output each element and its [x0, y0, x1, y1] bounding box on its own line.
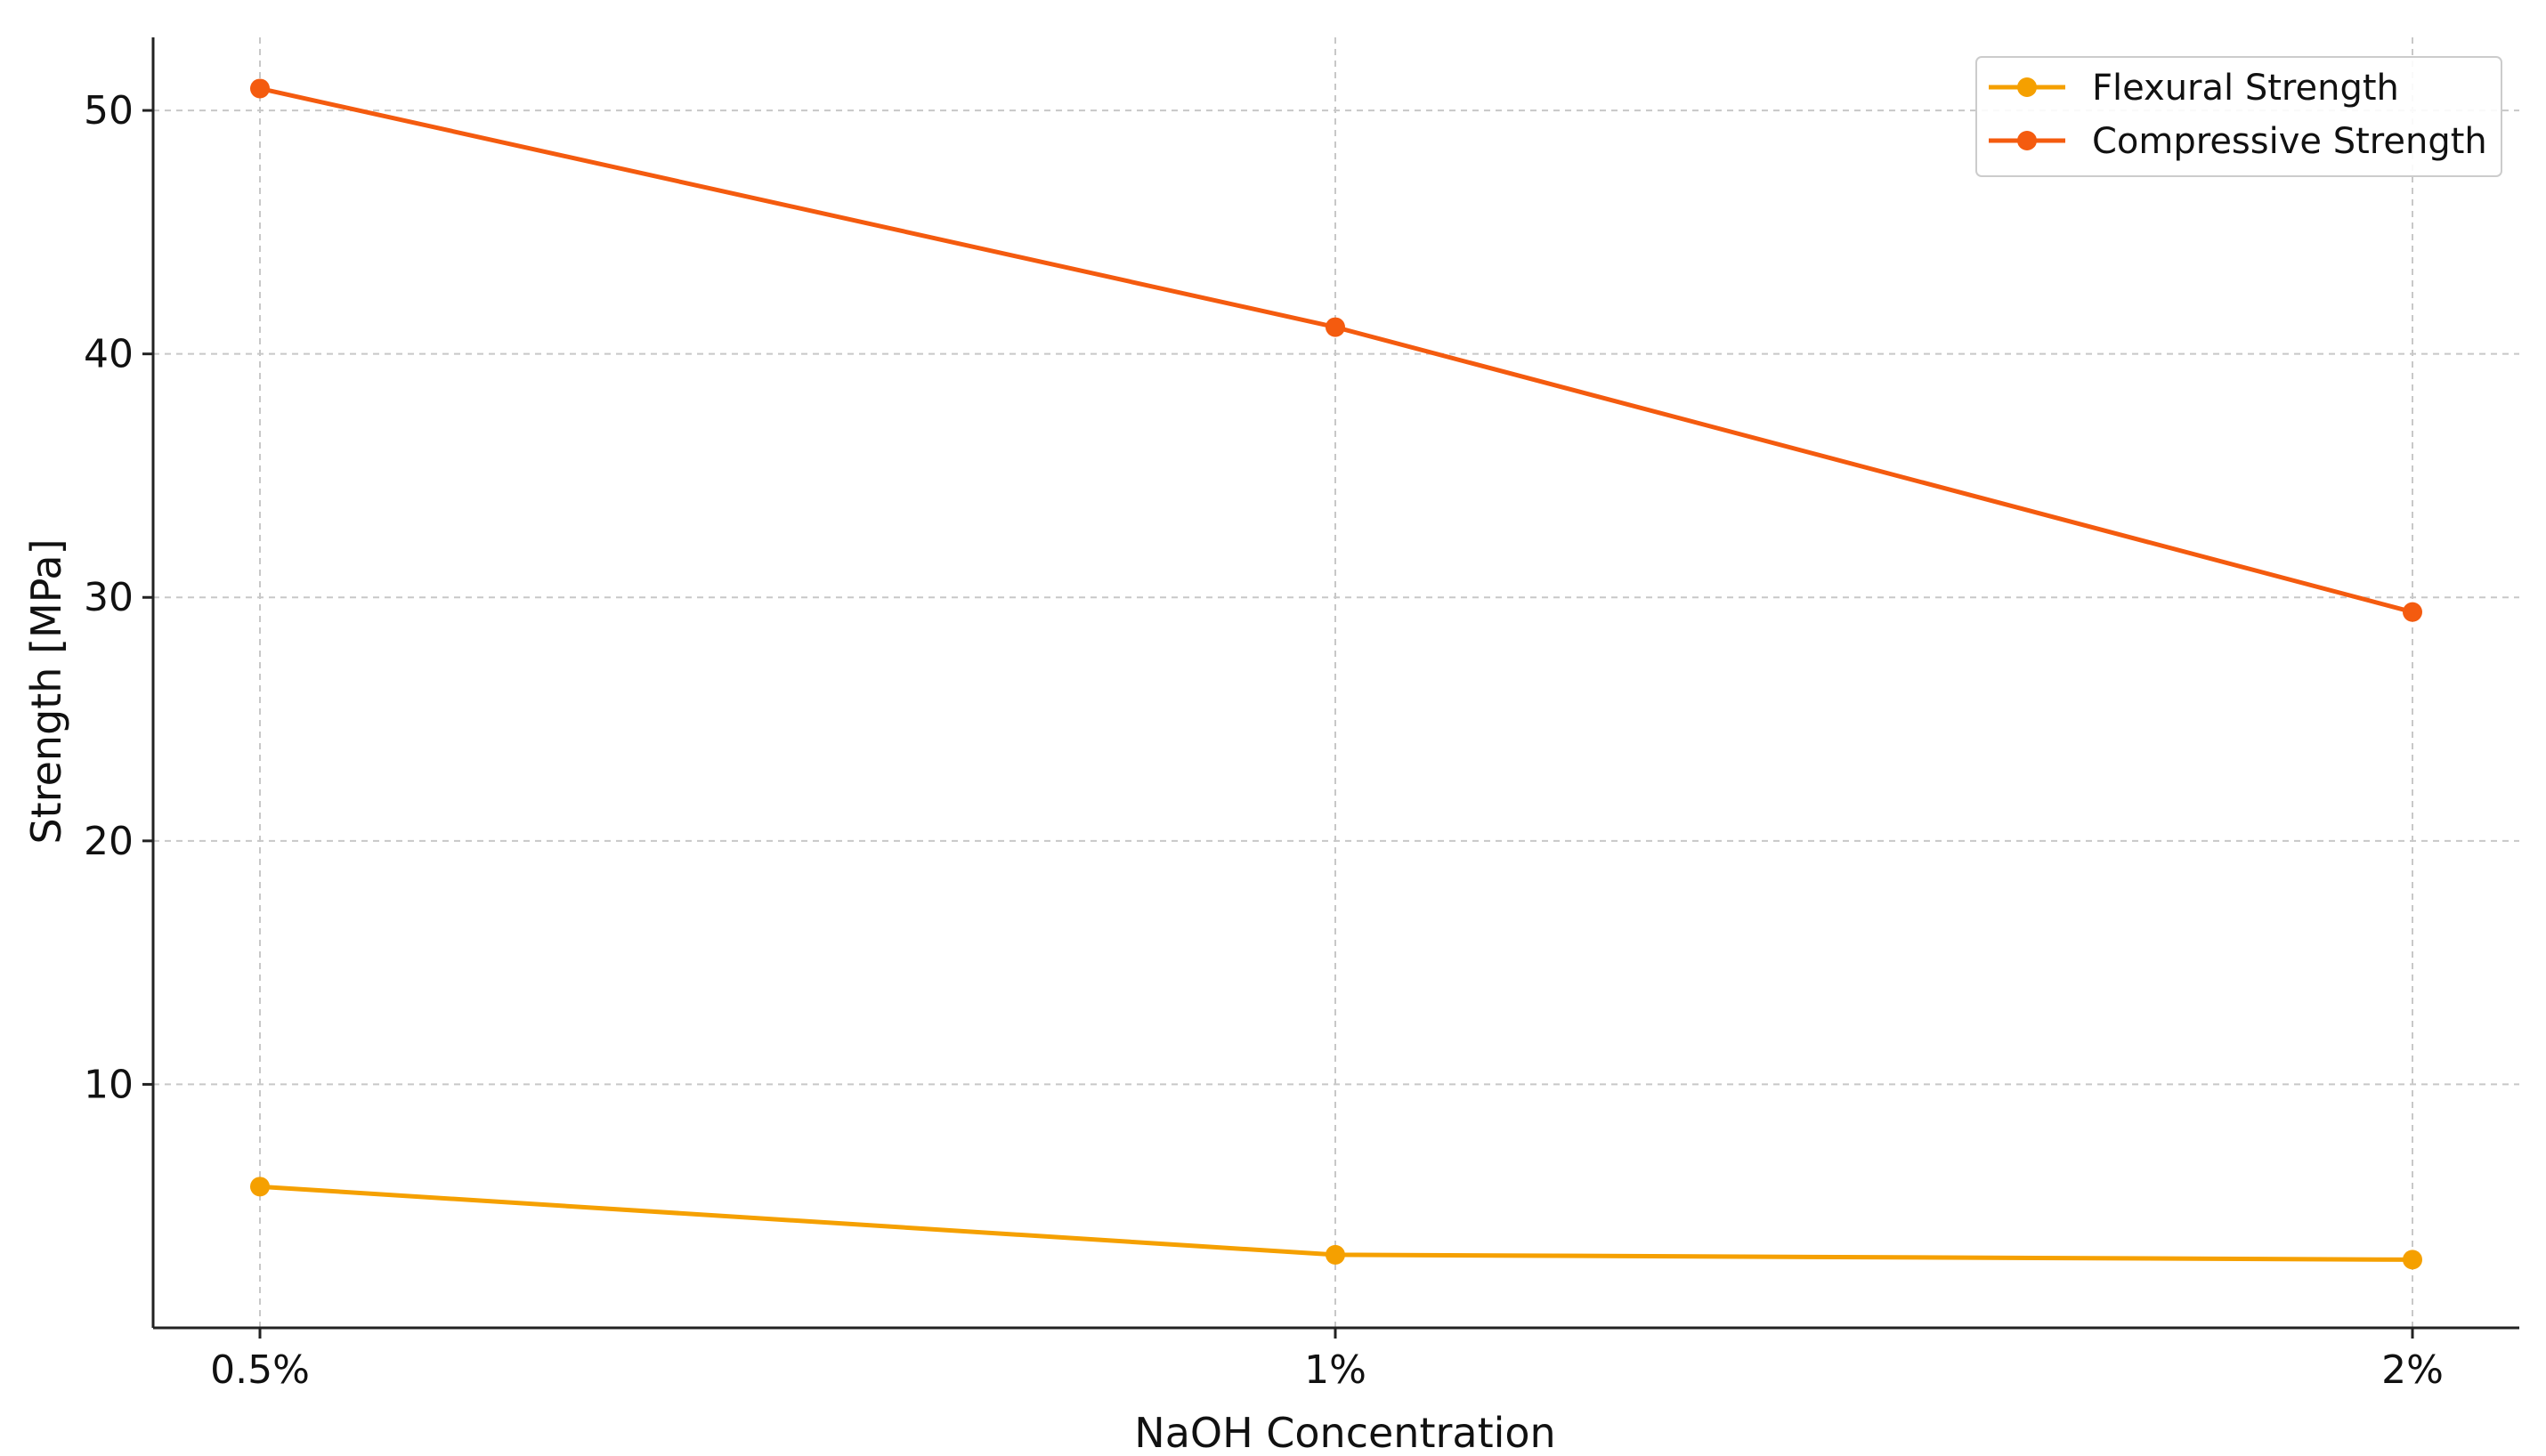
- y-tick-label: 20: [84, 819, 134, 864]
- y-tick-label: 40: [84, 332, 134, 377]
- legend-box: [1975, 56, 2502, 177]
- labels-layer: 10 20 30 40 50 0.5% 1% 2% NaOH Concentration Stre…: [22, 88, 2444, 1456]
- legend-swatch-marker: [2017, 77, 2037, 97]
- legend: Flexural Strength Compressive Strength: [1975, 56, 2502, 177]
- x-tick-label: 2%: [2381, 1347, 2444, 1393]
- data-point: [250, 1177, 270, 1197]
- data-point: [1326, 1244, 1345, 1265]
- y-tick-label: 50: [84, 88, 134, 133]
- legend-label: Compressive Strength: [2092, 121, 2487, 162]
- data-point: [1326, 317, 1345, 337]
- data-point: [250, 78, 270, 99]
- legend-swatch-marker: [2017, 131, 2037, 150]
- y-tick-label: 10: [84, 1062, 134, 1107]
- series-layer: [250, 78, 2422, 1270]
- x-tick-label: 1%: [1304, 1347, 1366, 1393]
- legend-label: Flexural Strength: [2092, 68, 2399, 109]
- y-tick-label: 30: [84, 575, 134, 620]
- data-point: [2403, 1250, 2422, 1270]
- data-point: [2403, 602, 2422, 622]
- grid-layer: [153, 37, 2519, 1328]
- axes-layer: [142, 37, 2519, 1339]
- x-axis-title: NaOH Concentration: [1134, 1409, 1555, 1456]
- x-tick-label: 0.5%: [210, 1347, 310, 1393]
- y-axis-title: Strength [MPa]: [22, 538, 70, 844]
